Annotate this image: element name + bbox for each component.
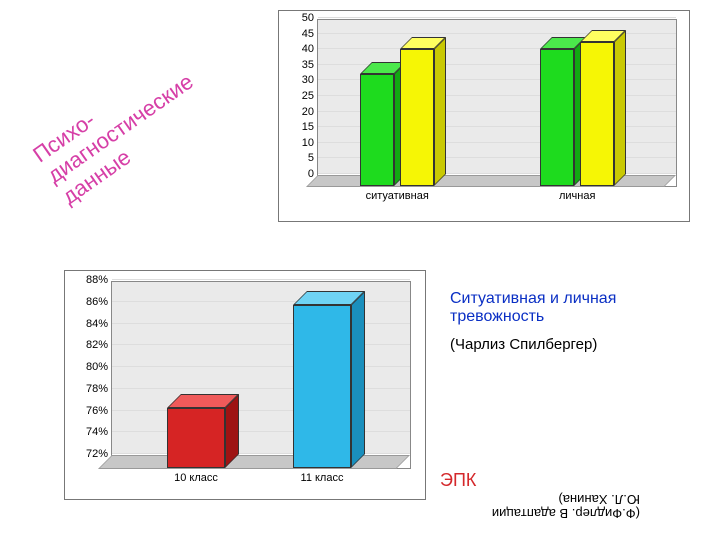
caption-blue: Ситуативная и личная тревожность [450,290,680,326]
x-tick: ситуативная [366,186,429,202]
y-tick: 72% [86,448,112,460]
y-tick: 80% [86,361,112,373]
y-tick: 74% [86,426,112,438]
chart-bottom-plot: 72%74%76%78%80%82%84%86%88%10 класс11 кл… [111,281,411,469]
y-tick: 82% [86,339,112,351]
chart-top-plot: 05101520253035404550ситуативнаяличная [317,19,677,187]
y-tick: 76% [86,405,112,417]
caption-black: (Чарлиз Спилбергер) [450,336,680,353]
bar [540,37,574,186]
bar [400,37,434,186]
y-tick: 5 [308,152,318,164]
y-tick: 25 [302,90,318,102]
y-tick: 50 [302,12,318,24]
y-tick: 35 [302,59,318,71]
y-tick: 84% [86,318,112,330]
y-tick: 45 [302,28,318,40]
y-tick: 0 [308,168,318,180]
flipped-caption: (Ф.Фидлер. В адаптации Ю.Л. Ханина) [480,491,640,520]
y-tick: 86% [86,296,112,308]
y-tick: 10 [302,137,318,149]
y-tick: 78% [86,383,112,395]
chart-bottom: 72% 74% 76% 78% 80% 82% 84% 86% 88% 10 класс 11 кл… [64,270,426,500]
x-tick: 11 класс [301,468,344,484]
x-tick: личная [559,186,595,202]
x-tick: 10 класс [174,468,218,484]
y-tick: 15 [302,121,318,133]
y-tick: 40 [302,43,318,55]
epk-label: ЭПК [440,470,476,491]
chart-top: 0 5 10 15 20 25 30 35 40 45 50 ситуативная личная [278,10,690,222]
bar [580,30,614,186]
page-title: Психо- диагностические данные [28,48,212,209]
bar [293,291,351,468]
y-tick: 30 [302,74,318,86]
y-tick: 88% [86,274,112,286]
y-tick: 20 [302,106,318,118]
bar [167,394,225,468]
bar [360,62,394,186]
